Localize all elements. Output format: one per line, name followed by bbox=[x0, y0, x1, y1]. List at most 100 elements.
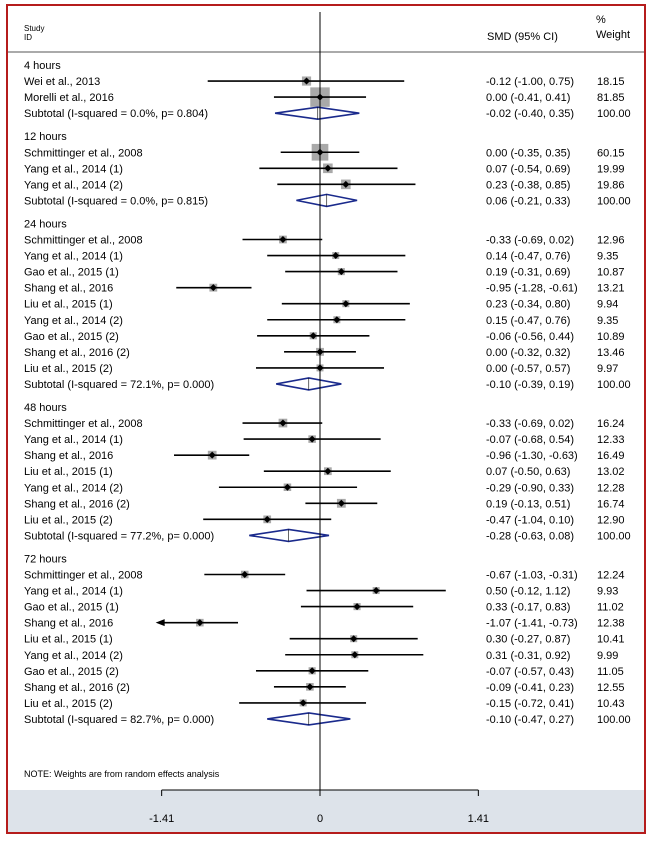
group-3-study-6-weight-text: 12.90 bbox=[597, 514, 625, 526]
group-2-study-1-ci-text: 0.14 (-0.47, 0.76) bbox=[486, 251, 570, 263]
group-2-study-5-label: Yang et al., 2014 (2) bbox=[24, 315, 123, 327]
group-2-study-7-weight-text: 13.46 bbox=[597, 347, 625, 359]
group-3-study-6-label: Liu et al., 2015 (2) bbox=[24, 514, 113, 526]
group-3-subtotal-diamond bbox=[249, 528, 330, 543]
group-3-study-3-weight-text: 13.02 bbox=[597, 466, 625, 478]
group-2-study-0-label: Schmittinger et al., 2008 bbox=[24, 235, 143, 247]
group-1-study-1-label: Yang et al., 2014 (1) bbox=[24, 163, 123, 175]
group-2-study-6-ci-text: -0.06 (-0.56, 0.44) bbox=[486, 331, 574, 343]
group-2-subtotal-weight-text: 100.00 bbox=[597, 379, 631, 391]
group-2-study-1-label: Yang et al., 2014 (1) bbox=[24, 251, 123, 263]
group-3-study-0-point bbox=[279, 419, 287, 427]
group-3-study-5-label: Shang et al., 2016 (2) bbox=[24, 498, 130, 510]
group-2-study-3-weight-text: 13.21 bbox=[597, 283, 625, 295]
group-4-study-7-label: Shang et al., 2016 (2) bbox=[24, 682, 130, 694]
group-2-title: 24 hours bbox=[24, 218, 67, 230]
figure-frame bbox=[6, 4, 646, 834]
group-2-study-4-point bbox=[342, 300, 350, 308]
header-id: ID bbox=[24, 33, 32, 42]
group-3-study-0-weight-text: 16.24 bbox=[597, 418, 625, 430]
group-1-study-1-weight-text: 19.99 bbox=[597, 163, 625, 175]
group-2-study-8-weight-text: 9.97 bbox=[597, 363, 618, 375]
group-1-subtotal-ci-text: 0.06 (-0.21, 0.33) bbox=[486, 195, 570, 207]
group-4-study-2-ci-text: 0.33 (-0.17, 0.83) bbox=[486, 602, 570, 614]
group-2-study-2-point bbox=[337, 268, 345, 276]
group-3-study-2-ci-text: -0.96 (-1.30, -0.63) bbox=[486, 450, 578, 462]
group-1-title: 12 hours bbox=[24, 131, 67, 143]
group-4-study-0-label: Schmittinger et al., 2008 bbox=[24, 570, 143, 582]
group-2-study-2-label: Gao et al., 2015 (1) bbox=[24, 267, 119, 279]
group-4-study-2-label: Gao et al., 2015 (1) bbox=[24, 602, 119, 614]
group-4-study-4-weight-text: 10.41 bbox=[597, 634, 625, 646]
group-3-study-3-point bbox=[324, 467, 332, 475]
group-0-study-1-label: Morelli et al., 2016 bbox=[24, 92, 114, 104]
group-2-study-4-label: Liu et al., 2015 (1) bbox=[24, 299, 113, 311]
group-4-study-7-ci-text: -0.09 (-0.41, 0.23) bbox=[486, 682, 574, 694]
group-2-study-5-weight-text: 9.35 bbox=[597, 315, 618, 327]
group-1-study-0-label: Schmittinger et al., 2008 bbox=[24, 147, 143, 159]
x-tick-label-0: -1.41 bbox=[149, 813, 174, 825]
group-2-study-3-label: Shang et al., 2016 bbox=[24, 283, 113, 295]
group-4-study-2-weight-text: 11.02 bbox=[597, 602, 624, 614]
group-3-study-0-ci-text: -0.33 (-0.69, 0.02) bbox=[486, 418, 574, 430]
header-study: Study bbox=[24, 24, 44, 33]
x-tick-label-1: 0 bbox=[317, 813, 323, 825]
group-3-subtotal-ci-text: -0.28 (-0.63, 0.08) bbox=[486, 530, 574, 542]
group-0-study-0-point bbox=[303, 77, 311, 85]
note-text: NOTE: Weights are from random effects an… bbox=[24, 769, 220, 779]
header-weight: Weight bbox=[596, 29, 630, 41]
group-2-study-5-ci-text: 0.15 (-0.47, 0.76) bbox=[486, 315, 570, 327]
group-3-study-2-point bbox=[208, 451, 216, 459]
group-4-study-0-ci-text: -0.67 (-1.03, -0.31) bbox=[486, 570, 578, 582]
group-2-study-2-weight-text: 10.87 bbox=[597, 267, 625, 279]
group-4-study-5-weight-text: 9.99 bbox=[597, 650, 618, 662]
group-4-study-5-point bbox=[351, 651, 359, 659]
group-0-subtotal-weight-text: 100.00 bbox=[597, 108, 631, 120]
group-0-subtotal-label: Subtotal (I-squared = 0.0%, p= 0.804) bbox=[24, 108, 208, 120]
axis-band bbox=[8, 790, 644, 832]
group-0-subtotal-diamond bbox=[274, 106, 360, 120]
group-3-subtotal-label: Subtotal (I-squared = 77.2%, p= 0.000) bbox=[24, 530, 214, 542]
group-3-study-0-label: Schmittinger et al., 2008 bbox=[24, 418, 143, 430]
group-0-study-0-weight-text: 18.15 bbox=[597, 76, 625, 88]
group-3-study-1-point bbox=[308, 435, 316, 443]
group-4-study-3-point bbox=[196, 619, 204, 627]
group-4-study-1-point bbox=[372, 587, 380, 595]
group-0-study-1-weight-text: 81.85 bbox=[597, 92, 625, 104]
group-1-study-1-ci-text: 0.07 (-0.54, 0.69) bbox=[486, 163, 570, 175]
group-3-subtotal-weight-text: 100.00 bbox=[597, 530, 631, 542]
group-4-study-6-label: Gao et al., 2015 (2) bbox=[24, 666, 119, 678]
group-4-study-6-ci-text: -0.07 (-0.57, 0.43) bbox=[486, 666, 574, 678]
group-1-subtotal-diamond bbox=[296, 193, 358, 208]
header-percent: % bbox=[596, 14, 606, 26]
group-3-study-1-ci-text: -0.07 (-0.68, 0.54) bbox=[486, 434, 574, 446]
group-2-study-3-point bbox=[209, 284, 217, 292]
group-3-study-3-label: Liu et al., 2015 (1) bbox=[24, 466, 113, 478]
group-2-study-0-point bbox=[279, 236, 287, 243]
group-4-study-3-label: Shang et al., 2016 bbox=[24, 618, 113, 630]
group-4-study-0-weight-text: 12.24 bbox=[597, 570, 625, 582]
group-4-title: 72 hours bbox=[24, 553, 67, 565]
group-4-study-7-weight-text: 12.55 bbox=[597, 682, 625, 694]
group-1-study-0-ci-text: 0.00 (-0.35, 0.35) bbox=[486, 147, 570, 159]
group-2-study-1-point bbox=[332, 252, 340, 260]
group-4-study-1-label: Yang et al., 2014 (1) bbox=[24, 586, 123, 598]
group-2-study-3-ci-text: -0.95 (-1.28, -0.61) bbox=[486, 283, 578, 295]
group-3-study-2-weight-text: 16.49 bbox=[597, 450, 625, 462]
group-4-subtotal-weight-text: 100.00 bbox=[597, 714, 631, 726]
group-3-study-2-label: Shang et al., 2016 bbox=[24, 450, 113, 462]
group-0-subtotal-ci-text: -0.02 (-0.40, 0.35) bbox=[486, 108, 574, 120]
group-4-study-4-ci-text: 0.30 (-0.27, 0.87) bbox=[486, 634, 570, 646]
group-3-study-5-weight-text: 16.74 bbox=[597, 498, 625, 510]
group-4-study-6-point bbox=[308, 667, 316, 675]
group-4-study-8-weight-text: 10.43 bbox=[597, 698, 625, 710]
group-0-study-0-label: Wei et al., 2013 bbox=[24, 76, 100, 88]
group-4-study-6-weight-text: 11.05 bbox=[597, 666, 624, 678]
group-2-subtotal-ci-text: -0.10 (-0.39, 0.19) bbox=[486, 379, 574, 391]
group-3-study-4-label: Yang et al., 2014 (2) bbox=[24, 482, 123, 494]
x-tick-label-2: 1.41 bbox=[468, 813, 489, 825]
group-4-study-8-label: Liu et al., 2015 (2) bbox=[24, 698, 113, 710]
group-2-study-6-label: Gao et al., 2015 (2) bbox=[24, 331, 119, 343]
group-4-study-8-point bbox=[299, 699, 307, 707]
